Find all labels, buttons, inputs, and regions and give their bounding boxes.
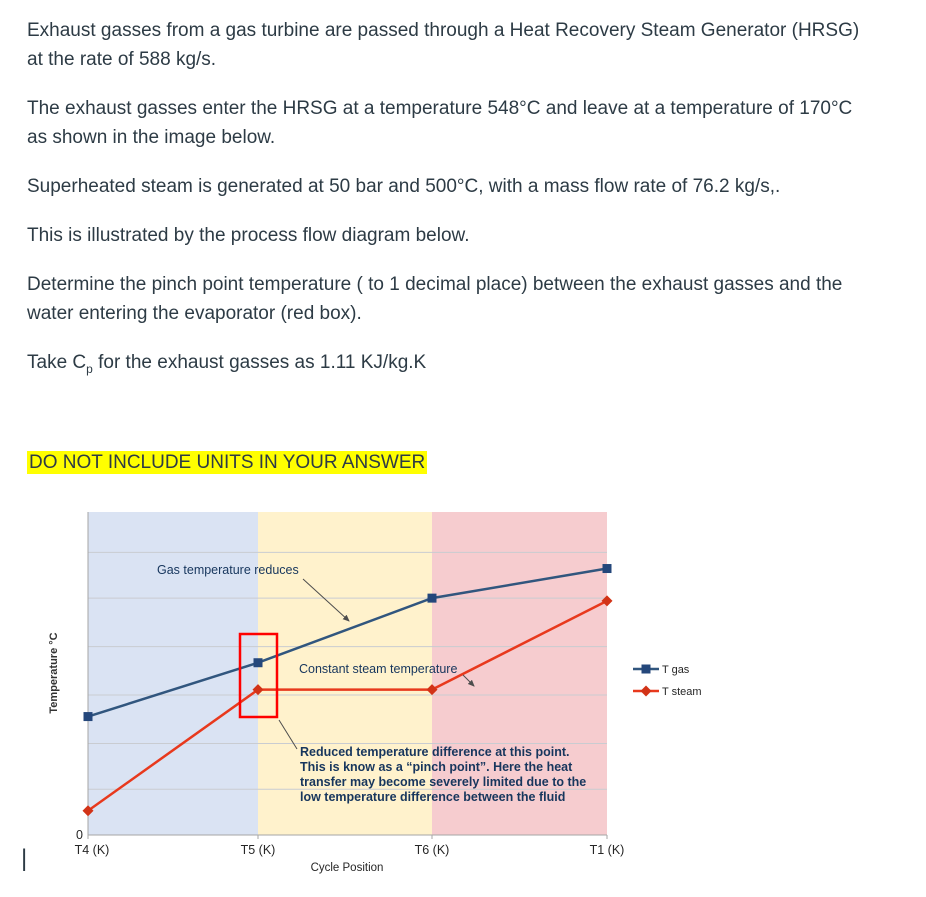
question-paragraph-2: The exhaust gasses enter the HRSG at a t… (27, 98, 853, 148)
cp-subscript: p (86, 361, 93, 376)
legend-entry-steam: T steam (633, 685, 702, 698)
hrsg-temperature-chart: Gas temperature reduces Constant steam t… (48, 511, 702, 874)
legend-gas-marker-icon (641, 664, 651, 674)
legend-entry-gas: T gas (633, 664, 690, 676)
t-gas-marker (83, 711, 93, 721)
chart-gridlines (88, 551, 607, 790)
t-steam-marker (426, 683, 438, 695)
question-paragraph-3: Superheated steam is generated at 50 bar… (27, 176, 781, 197)
t-steam-line (87, 599, 608, 812)
legend-gas-label: T gas (662, 664, 690, 676)
cp-suffix: for the exhaust gasses as 1.11 KJ/kg.K (92, 352, 427, 373)
pinch-annotation-line-1: Reduced temperature difference at this p… (300, 745, 570, 759)
t-gas-marker (427, 593, 437, 603)
y-origin-label: 0 (76, 828, 83, 842)
pinch-annotation-line-4: low temperature difference between the f… (300, 790, 565, 804)
pinch-annotation-line-3: transfer may become severely limited due… (300, 775, 586, 789)
chart-legend: T gas T steam (633, 664, 702, 698)
x-tick-label-t5: T5 (K) (241, 843, 276, 857)
t-gas-marker (253, 658, 263, 668)
question-paragraph-5: Determine the pinch point temperature ( … (27, 274, 843, 324)
x-tick-label-t6: T6 (K) (415, 843, 450, 857)
warning-row: DO NOT INCLUDE UNITS IN YOUR ANSWER (27, 448, 902, 477)
steam-annotation-label: Constant steam temperature (299, 662, 457, 676)
t-steam-marker (601, 595, 613, 607)
t-gas-marker (602, 563, 612, 573)
chart-series (82, 563, 613, 817)
x-axis-title: Cycle Position (311, 862, 384, 874)
steam-annotation-arrow (462, 674, 475, 687)
t-gas-line (87, 567, 608, 718)
y-axis-title: Temperature °C (48, 632, 60, 713)
t-steam-marker (82, 805, 94, 817)
x-tick-label-t1: T1 (K) (590, 843, 625, 857)
question-paragraph-1: Exhaust gasses from a gas turbine are pa… (27, 20, 860, 70)
pinch-annotation-line-2: This is know as a “pinch point”. Here th… (300, 760, 573, 774)
t-steam-marker (252, 683, 264, 695)
gas-annotation-arrow (302, 578, 350, 622)
legend-steam-label: T steam (662, 686, 702, 698)
pinch-annotation-leader (278, 719, 298, 750)
question-paragraph-4: This is illustrated by the process flow … (27, 225, 470, 246)
chart-region-1 (88, 511, 258, 835)
pinch-point-box (238, 632, 279, 719)
highlighted-warning: DO NOT INCLUDE UNITS IN YOUR ANSWER (27, 450, 428, 474)
legend-steam-marker-icon (640, 685, 652, 697)
process-flow-diagram: Gas temperature reduces Constant steam t… (45, 507, 902, 884)
chart-region-2 (258, 511, 432, 835)
question-paragraph-cp: Take Cp for the exhaust gasses as 1.11 K… (27, 348, 875, 384)
text-cursor[interactable]: | (21, 845, 28, 872)
chart-regions (88, 511, 607, 835)
x-tick-label-t4: T4 (K) (75, 843, 110, 857)
cp-prefix: Take C (27, 352, 87, 373)
gas-annotation-label: Gas temperature reduces (157, 563, 299, 577)
x-axis-ticks (87, 834, 608, 839)
